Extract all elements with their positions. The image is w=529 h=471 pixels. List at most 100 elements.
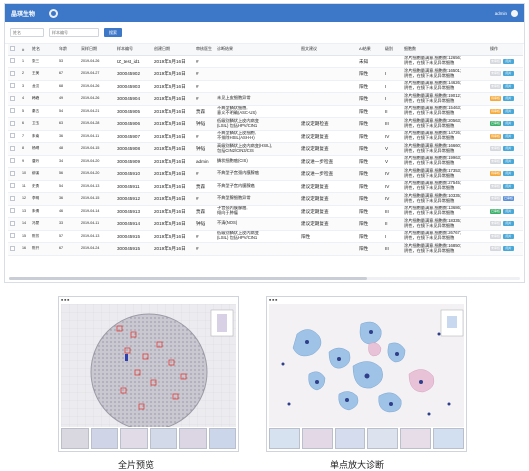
row-checkbox[interactable] (10, 245, 15, 251)
open-slide-button[interactable]: 阅片 (503, 133, 514, 139)
review-status-button[interactable]: 未审核 (490, 183, 501, 189)
table-row[interactable]: 2 王美 67 2019-04-27 300045902 2019年5月16日 # 阳性 I 涂片… (8, 67, 523, 81)
table-row[interactable]: 6 卫玉 63 2019-04-28 300045906 2019年5月16日 钟韬 低级别鳞… (8, 117, 523, 131)
open-slide-button[interactable]: 阅片 (503, 246, 514, 252)
horizontal-scrollbar[interactable] (9, 277, 520, 280)
review-status-button[interactable]: 未审核 (490, 146, 501, 152)
row-checkbox[interactable] (10, 170, 15, 176)
row-checkbox[interactable] (10, 70, 15, 76)
select-all-checkbox[interactable] (10, 46, 15, 52)
cell-advice: 建议定期检查 (299, 117, 357, 131)
review-status-button[interactable]: 未审核 (490, 233, 501, 239)
review-status-button[interactable]: 未审核 (490, 83, 501, 89)
table-row[interactable]: 7 朱南 36 2019-04-11 300045907 2019年5月16日 # 不典型鳞状… (8, 130, 523, 143)
row-checkbox[interactable] (10, 220, 15, 226)
table-row[interactable]: 1 张三 53 2019-04-26 IZ_test_id1 2019年5月16日 # 未知 涂… (8, 55, 523, 68)
table-row[interactable]: 12 李明 36 2019-04-15 300045912 2019年5月16日 # 不典型腺… (8, 192, 523, 206)
review-status-button[interactable]: 未审核 (490, 71, 501, 77)
cell-cells: 涂片细胞量满意,细胞数:12656; 阴性，在镜下未见异常细胞 (402, 55, 488, 68)
open-slide-button[interactable]: 阅片 (503, 96, 514, 102)
open-slide-button[interactable]: 阅片 (503, 71, 514, 77)
table-row[interactable]: 13 朱倩 46 2019-04-14 300045913 2019年5月16日 贾森 子宫颈… (8, 205, 523, 218)
table-row[interactable]: 4 韩峰 49 2019-04-26 300045904 2019年5月16日 # 未见上皮细… (8, 92, 523, 106)
search-button[interactable]: 搜索 (104, 28, 122, 37)
thumbnail[interactable] (149, 428, 177, 449)
user-name[interactable]: admin (494, 10, 507, 16)
review-status-button[interactable]: 已审核 (490, 121, 501, 127)
sample-id-filter-input[interactable] (49, 28, 99, 37)
zoom-stage[interactable] (269, 304, 464, 427)
open-slide-button[interactable]: 阅片 (503, 121, 514, 127)
cell-level: V (383, 155, 402, 168)
thumbnail[interactable] (179, 428, 207, 449)
cell-sample-date: 2019-04-21 (79, 105, 115, 118)
table-row[interactable]: 14 冯蒙 33 2019-04-11 300045914 2019年5月16日 钟韬 不清(… (8, 217, 523, 231)
table-row[interactable]: 8 杨晴 48 2019-04-15 300045908 2019年5月16日 钟韬 高级别鳞… (8, 142, 523, 156)
row-checkbox[interactable] (10, 145, 15, 151)
table-row[interactable]: 15 陈芳 57 2019-04-13 300045915 2019年5月16日 # 低级别鳞… (8, 230, 523, 243)
viewer-toolbar: ■ ■ ■ (61, 298, 70, 302)
slide-stage[interactable] (61, 304, 236, 427)
row-checkbox[interactable] (10, 133, 15, 139)
review-status-button[interactable]: 未审核 (490, 158, 501, 164)
cell-age: 48 (57, 142, 79, 156)
thumbnail[interactable] (367, 428, 399, 449)
cell-sample-date: 2019-04-15 (79, 192, 115, 206)
cell-doctor: 贾森 (194, 105, 215, 118)
review-status-button[interactable]: 未审核 (490, 221, 501, 227)
thumbnail[interactable] (334, 428, 366, 449)
row-checkbox[interactable] (10, 195, 15, 201)
row-checkbox[interactable] (10, 83, 15, 89)
name-filter-input[interactable] (10, 28, 44, 37)
review-status-button[interactable]: 未审核 (490, 246, 501, 252)
review-status-button[interactable]: 待审核 (490, 133, 501, 139)
open-slide-button[interactable]: 阅片 (503, 58, 514, 64)
thumbnail[interactable] (433, 428, 464, 449)
table-row[interactable]: 5 秦五 54 2019-04-21 300045905 2019年5月16日 贾森 不典型鳞… (8, 105, 523, 118)
thumbnail[interactable] (120, 428, 148, 449)
table-row[interactable]: 3 龙汉 68 2019-04-26 300045903 2019年5月16日 # 阳性 I 涂片… (8, 80, 523, 93)
open-slide-button[interactable]: 阅片 (503, 183, 514, 189)
open-slide-button[interactable]: 已审核 (503, 196, 514, 202)
review-status-button[interactable]: 待审核 (490, 108, 501, 114)
review-status-button[interactable]: 未审核 (490, 58, 501, 64)
review-status-button[interactable]: 待审核 (490, 171, 501, 177)
open-slide-button[interactable]: 阅片 (503, 171, 514, 177)
open-slide-button[interactable]: 阅片 (503, 208, 514, 214)
cell-id: 300045912 (115, 192, 152, 206)
open-slide-button[interactable]: 阅片 (503, 221, 514, 227)
open-slide-button[interactable]: 阅片 (503, 158, 514, 164)
row-checkbox[interactable] (10, 58, 15, 64)
table-row[interactable]: 16 陈开 67 2019-04-24 300045915 2019年5月16日 # 阳性 II… (8, 242, 523, 256)
thumbnail[interactable] (269, 428, 300, 449)
open-slide-button[interactable]: 阅片 (503, 233, 514, 239)
open-slide-button[interactable]: 阅片 (503, 146, 514, 152)
cell-id: 300045905 (115, 105, 152, 118)
review-status-button[interactable]: 未审核 (490, 196, 501, 202)
cell-advice (299, 92, 357, 106)
open-slide-button[interactable]: 阅片 (503, 83, 514, 89)
row-checkbox[interactable] (10, 120, 15, 126)
thumbnail[interactable] (301, 428, 333, 449)
thumbnail[interactable] (61, 428, 89, 449)
table-row[interactable]: 9 唐玲 34 2019-04-20 300045909 2019年5月16日 admin 鳞… (8, 155, 523, 168)
row-checkbox[interactable] (10, 208, 15, 214)
cell-sample-date: 2019-04-11 (79, 217, 115, 231)
table-row[interactable]: 10 柳溪 56 2019-04-20 300045910 2019年5月16日 # 不典型子… (8, 167, 523, 181)
thumbnail[interactable] (208, 428, 236, 449)
row-checkbox[interactable] (10, 108, 15, 114)
column-header: 级别 (383, 44, 402, 56)
row-checkbox[interactable] (10, 183, 15, 189)
cell-actions: 未审核 阅片 (488, 142, 523, 156)
review-status-button[interactable]: 已审核 (490, 208, 501, 214)
row-checkbox[interactable] (10, 233, 15, 239)
marked-regions[interactable] (116, 325, 187, 410)
thumbnail[interactable] (400, 428, 432, 449)
table-row[interactable]: 11 史勇 54 2019-04-13 300045911 2019年5月16日 贾森 不典型… (8, 180, 523, 193)
avatar[interactable] (511, 9, 518, 17)
review-status-button[interactable]: 待审核 (490, 96, 501, 102)
row-checkbox[interactable] (10, 95, 15, 101)
thumbnail[interactable] (90, 428, 118, 449)
row-checkbox[interactable] (10, 158, 15, 164)
open-slide-button[interactable]: 阅片 (503, 108, 514, 114)
